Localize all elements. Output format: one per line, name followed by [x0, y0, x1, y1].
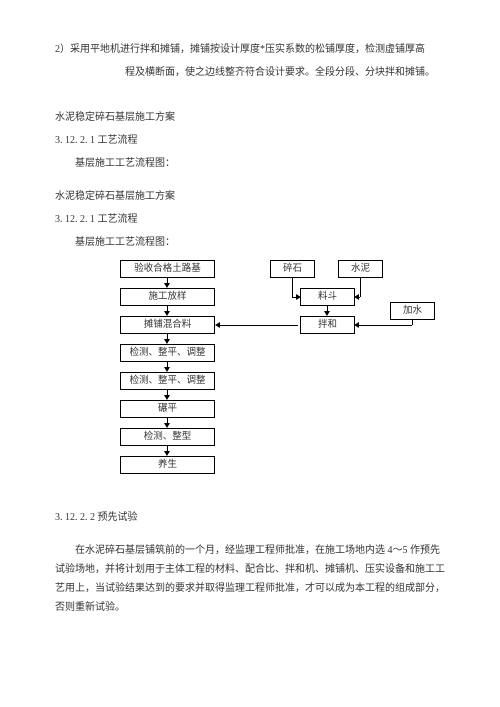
section3-body: 在水泥碎石基层铺筑前的一个月，经监理工程师批准，在施工场地内选 4～5 作预先试…	[55, 541, 445, 617]
section3-num: 3. 12. 2. 2 预先试验	[55, 508, 445, 527]
node-mix: 拌和	[300, 316, 355, 334]
intro-line1: 2）采用平地机进行拌和摊铺，摊铺按设计厚度*压实系数的松铺厚度，检测虚铺厚高	[55, 40, 445, 59]
arrowhead-icon	[215, 322, 220, 328]
arrowhead-icon	[164, 367, 170, 372]
node-roll: 碾平	[120, 400, 215, 418]
arrow	[359, 325, 412, 326]
section1-num: 3. 12. 2. 1 工艺流程	[55, 131, 445, 150]
section2-num: 3. 12. 2. 1 工艺流程	[55, 210, 445, 229]
arrow	[220, 325, 298, 326]
node-check2: 检测、整平、调整	[120, 372, 215, 390]
arrowhead-icon	[164, 339, 170, 344]
section1-sub: 基层施工工艺流程图：	[55, 154, 445, 173]
arrowhead-icon	[354, 294, 359, 300]
node-gravel: 碎石	[270, 260, 315, 278]
arrowhead-icon	[164, 395, 170, 400]
arrow	[360, 278, 361, 297]
arrowhead-icon	[164, 283, 170, 288]
node-subgrade: 验收合格土路基	[120, 260, 215, 278]
intro-line2: 程及横断面，使之边线整齐符合设计要求。全段分段、分块拌和摊铺。	[55, 63, 445, 82]
node-cement: 水泥	[338, 260, 383, 278]
section1-title: 水泥稳定碎石基层施工方案	[55, 108, 445, 127]
arrowhead-icon	[164, 423, 170, 428]
arrow	[412, 320, 413, 325]
arrowhead-icon	[354, 322, 359, 328]
node-spread: 摊铺混合料	[120, 316, 215, 334]
arrowhead-icon	[164, 451, 170, 456]
arrowhead-icon	[164, 311, 170, 316]
section2-title: 水泥稳定碎石基层施工方案	[55, 187, 445, 206]
node-hopper: 料斗	[300, 288, 355, 306]
flowchart: 验收合格土路基 施工放样 摊铺混合料 检测、整平、调整 检测、整平、调整 碾平 …	[90, 260, 470, 500]
node-check1: 检测、整平、调整	[120, 344, 215, 362]
node-cure: 养生	[120, 456, 215, 474]
node-layout: 施工放样	[120, 288, 215, 306]
arrow	[292, 278, 293, 297]
arrowhead-icon	[324, 311, 330, 316]
node-water: 加水	[390, 302, 435, 320]
node-check3: 检测、整型	[120, 428, 215, 446]
section2-sub: 基层施工工艺流程图：	[55, 233, 445, 252]
arrowhead-icon	[296, 294, 301, 300]
